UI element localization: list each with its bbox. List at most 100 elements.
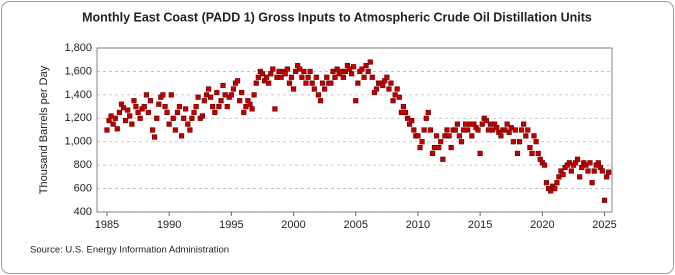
data-point <box>591 168 597 174</box>
data-point <box>191 109 197 116</box>
data-point <box>127 113 133 119</box>
data-point <box>170 115 176 121</box>
data-point <box>141 103 147 110</box>
data-point <box>535 150 541 157</box>
data-point <box>338 68 344 75</box>
data-point <box>263 74 270 80</box>
data-point <box>143 92 149 98</box>
data-point <box>288 74 295 80</box>
x-tick-label: 2000 <box>281 219 305 231</box>
data-point <box>577 174 583 180</box>
data-point <box>249 106 255 112</box>
data-point <box>601 197 608 203</box>
data-point <box>351 64 357 70</box>
data-point <box>301 68 307 75</box>
data-point <box>299 74 305 80</box>
data-point <box>168 92 174 98</box>
data-point <box>195 94 201 100</box>
y-tick-label: 1,800 <box>64 42 92 54</box>
data-point <box>259 71 266 77</box>
data-point <box>409 118 415 124</box>
data-point <box>469 133 475 139</box>
data-point <box>589 180 595 186</box>
data-point <box>276 68 282 75</box>
data-point <box>541 162 548 168</box>
data-point <box>135 109 141 116</box>
data-point <box>311 86 317 92</box>
data-point <box>237 98 243 104</box>
data-point <box>239 89 245 96</box>
data-point <box>606 169 612 175</box>
data-point <box>147 98 154 104</box>
source-note: Source: U.S. Energy Information Administ… <box>30 245 229 256</box>
data-point <box>390 98 396 104</box>
data-point <box>234 78 241 84</box>
data-point <box>365 68 371 75</box>
data-point <box>205 86 212 92</box>
data-point <box>129 121 135 127</box>
data-point <box>303 80 309 86</box>
data-point <box>421 127 427 133</box>
data-point <box>525 127 531 133</box>
data-point <box>309 80 315 86</box>
data-point <box>431 144 438 151</box>
data-point <box>423 115 429 121</box>
data-point <box>253 80 259 86</box>
data-point <box>193 103 199 110</box>
data-point <box>477 150 483 157</box>
data-point <box>510 139 516 145</box>
data-point <box>456 133 462 139</box>
data-point <box>207 94 214 100</box>
y-tick-label: 600 <box>74 182 92 194</box>
data-point <box>599 168 606 174</box>
data-point <box>415 133 421 139</box>
x-tick-label: 2010 <box>406 219 430 231</box>
data-point <box>529 150 535 157</box>
data-point <box>160 92 166 98</box>
y-tick-label: 1,400 <box>64 89 92 101</box>
data-point <box>454 121 460 127</box>
data-point <box>359 66 365 72</box>
data-point <box>494 125 500 131</box>
data-point <box>411 127 417 133</box>
data-point <box>514 150 521 157</box>
data-point <box>187 127 193 133</box>
x-tick-label: 1990 <box>157 219 181 231</box>
y-tick-label: 1,600 <box>64 65 92 77</box>
data-point <box>123 118 129 124</box>
data-point <box>560 171 566 178</box>
data-point <box>355 80 361 86</box>
data-point <box>154 115 160 121</box>
data-point <box>251 92 257 98</box>
data-point <box>183 106 189 112</box>
data-point <box>125 107 131 113</box>
x-tick-label: 1995 <box>219 219 243 231</box>
data-point <box>483 118 489 124</box>
data-point <box>201 98 207 104</box>
data-point <box>475 127 481 133</box>
data-point <box>396 94 402 100</box>
data-point <box>241 109 247 116</box>
data-point <box>587 160 593 166</box>
data-point <box>531 133 537 139</box>
data-point <box>224 103 230 110</box>
data-point <box>446 133 452 139</box>
data-point <box>272 106 278 112</box>
data-point <box>448 144 454 151</box>
data-point <box>425 109 431 116</box>
data-point <box>199 113 205 119</box>
data-point <box>436 144 442 151</box>
data-point <box>110 121 116 127</box>
data-point <box>556 174 562 180</box>
data-point <box>268 71 274 77</box>
data-point <box>315 92 322 98</box>
x-tick-label: 2025 <box>592 219 616 231</box>
data-point <box>427 127 433 133</box>
data-point <box>479 121 485 127</box>
data-point <box>328 80 334 86</box>
data-point <box>228 92 234 98</box>
data-point <box>595 160 601 166</box>
data-point <box>218 98 224 104</box>
